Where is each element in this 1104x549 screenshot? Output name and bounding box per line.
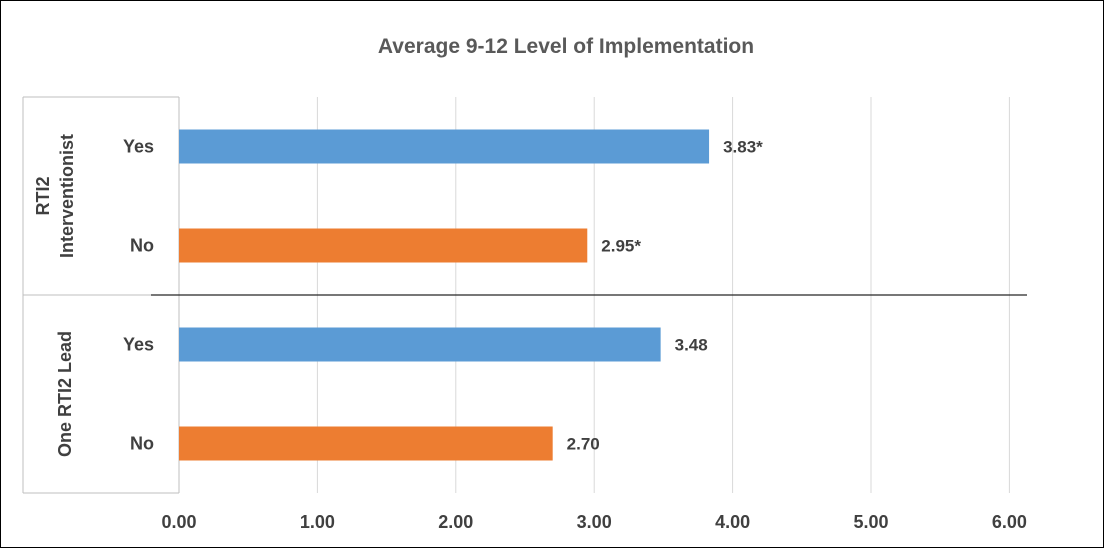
x-tick-label: 5.00	[853, 512, 888, 532]
data-label: 3.48	[675, 336, 708, 355]
category-label: Yes	[123, 335, 154, 355]
group-labels: RTI2 Interventionist One RTI2 Lead	[33, 134, 77, 457]
x-tick-label: 1.00	[300, 512, 335, 532]
x-tick-label: 2.00	[438, 512, 473, 532]
chart-title: Average 9-12 Level of Implementation	[378, 35, 754, 58]
x-tick-label: 3.00	[577, 512, 612, 532]
bar	[179, 130, 709, 164]
group-label: One RTI2 Lead	[55, 331, 75, 457]
category-label: No	[130, 236, 154, 256]
x-tick-label: 4.00	[715, 512, 750, 532]
bar	[179, 427, 553, 461]
data-label: 2.95*	[601, 237, 641, 256]
data-label: 2.70	[567, 435, 600, 454]
bar	[179, 328, 661, 362]
category-label: No	[130, 434, 154, 454]
x-tick-label: 6.00	[992, 512, 1027, 532]
data-label: 3.83*	[723, 138, 763, 157]
category-label: Yes	[123, 137, 154, 157]
bar	[179, 229, 587, 263]
x-tick-label: 0.00	[161, 512, 196, 532]
x-tick-labels: 0.001.002.003.004.005.006.007.008.00	[161, 512, 1104, 532]
group-label: RTI2	[33, 176, 53, 215]
group-label: Interventionist	[57, 134, 77, 258]
